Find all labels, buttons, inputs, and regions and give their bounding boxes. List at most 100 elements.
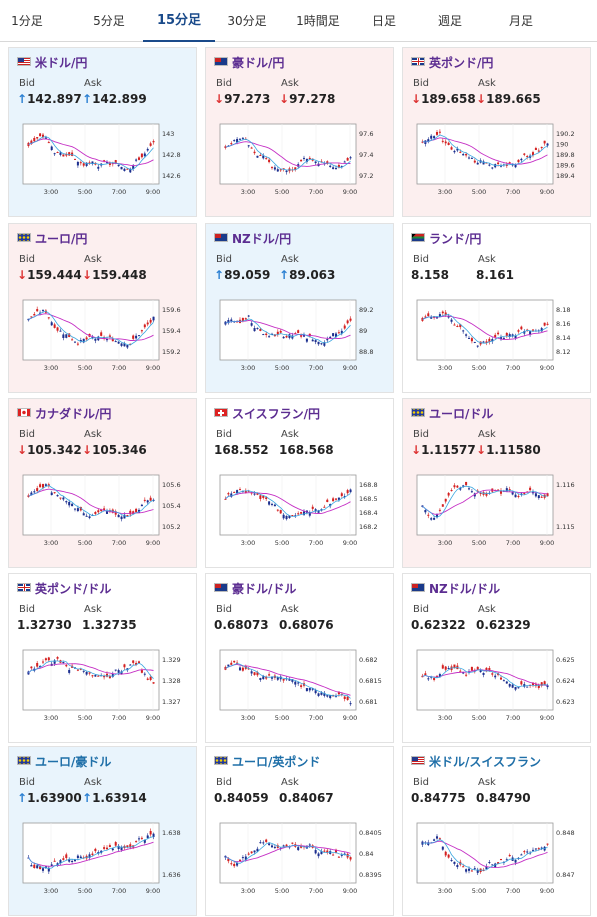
candle-body [120,343,123,346]
tab-timeframe[interactable]: 5分足 [93,14,125,28]
currency-card[interactable]: ランド/円 Bid Ask 8.158 8.161 3:00 5:00 7:00 9:00 8.1… [402,223,591,393]
tab-timeframe[interactable]: 1分足 [11,14,43,28]
candle-body [50,146,53,151]
candle-body [129,168,132,173]
currency-card[interactable]: ユーロ/円 Bid Ask ↓159.444 ↓159.448 3:00 5:00 7:00 9… [8,223,197,393]
currency-card[interactable]: ユーロ/英ポンド Bid Ask 0.84059 0.84067 3:00 5:00 7:00… [205,746,394,916]
candle-body [485,866,488,870]
pair-name[interactable]: 米ドル/スイスフラン [429,755,542,769]
candle-body [250,851,253,854]
candle-body [137,157,141,160]
currency-card[interactable]: 米ドル/スイスフラン Bid Ask 0.84775 0.84790 3:00 5:00 7:… [402,746,591,916]
moving-average-long [28,841,154,867]
x-tick-label: 9:00 [540,539,555,547]
y-tick-label: 8.18 [556,306,570,314]
ask-value: 168.568 [279,443,334,457]
candle-body [526,156,529,158]
bid-value: 0.62322 [411,618,466,632]
currency-card[interactable]: 豪ドル/ドル Bid Ask 0.68073 0.68076 3:00 5:00 7:00 9:… [205,573,394,743]
price-chart[interactable]: 3:00 5:00 7:00 9:00 159.6 159.4 159.2 [9,290,198,394]
candle-body [276,677,279,680]
candle-body [50,864,53,866]
bid-price: 0.68073 [214,618,269,632]
candle-body [68,152,71,156]
tab-timeframe[interactable]: 30分足 [227,14,267,28]
candle-body [514,335,517,339]
candle-body [300,512,303,514]
currency-card[interactable]: 英ポンド/ドル Bid Ask 1.32730 1.32735 3:00 5:00 7:00 9… [8,573,197,743]
currency-card[interactable]: 英ポンド/円 Bid Ask ↓189.658 ↓189.665 3:00 5:00 7:00… [402,47,591,217]
currency-card[interactable]: NZドル/円 Bid Ask ↑89.059 ↑89.063 3:00 5:00 7:00 9:… [205,223,394,393]
pair-name[interactable]: カナダドル/円 [35,407,112,421]
bid-label: Bid [216,254,232,265]
candle-body [36,662,39,667]
pair-name[interactable]: ランド/円 [429,232,482,246]
pair-name[interactable]: NZドル/円 [232,232,292,246]
pair-name[interactable]: 豪ドル/ドル [232,582,297,596]
moving-average-long [225,663,351,696]
price-chart[interactable]: 3:00 5:00 7:00 9:00 0.625 0.624 0.623 [403,640,592,744]
candle-body [85,672,88,675]
pair-name[interactable]: NZドル/ドル [429,582,501,596]
pair-name[interactable]: ユーロ/英ポンド [232,755,321,769]
tab-timeframe[interactable]: 15分足 [143,0,215,42]
candle-body [465,674,468,676]
candle-body [279,330,282,333]
tab-timeframe[interactable]: 1時間足 [296,14,340,28]
currency-card[interactable]: カナダドル/円 Bid Ask ↓105.342 ↓105.346 3:00 5:00 7:0… [8,398,197,568]
currency-card[interactable]: ユーロ/ドル Bid Ask ↓1.11577 ↓1.11580 3:00 5:00 7:00… [402,398,591,568]
pair-name[interactable]: ユーロ/ドル [429,407,494,421]
currency-card[interactable]: スイスフラン/円 Bid Ask 168.552 168.568 3:00 5:00 7:00… [205,398,394,568]
candle-body [340,854,343,856]
candle-body [39,666,42,668]
currency-card[interactable]: ユーロ/豪ドル Bid Ask ↑1.63900 ↑1.63914 3:00 5:00 7:0… [8,746,197,916]
flag-au-icon [214,57,228,66]
bid-label: Bid [19,429,35,440]
pair-name[interactable]: ユーロ/豪ドル [35,755,112,769]
candle-body [534,148,537,150]
flag-gb-icon [17,583,31,592]
candle-body [276,509,279,511]
price-chart[interactable]: 3:00 5:00 7:00 9:00 8.18 8.16 8.14 8.12 [403,290,592,394]
price-chart[interactable]: 3:00 5:00 7:00 9:00 0.8405 0.84 0.8395 [206,813,395,917]
candle-body [111,339,114,342]
candle-body [236,138,239,143]
pair-name[interactable]: 豪ドル/円 [232,56,285,70]
pair-name[interactable]: ユーロ/円 [35,232,88,246]
currency-card[interactable]: NZドル/ドル Bid Ask 0.62322 0.62329 3:00 5:00 7:00 9… [402,573,591,743]
price-chart[interactable]: 3:00 5:00 7:00 9:00 1.116 1.115 [403,465,592,569]
pair-name[interactable]: 英ポンド/ドル [35,582,112,596]
price-chart[interactable]: 3:00 5:00 7:00 9:00 143 142.8 142.6 [9,114,198,218]
candle-body [523,153,526,155]
candle-body [505,859,508,861]
chart-frame [219,123,357,185]
price-chart[interactable]: 3:00 5:00 7:00 9:00 1.329 1.328 1.327 [9,640,198,744]
candle-body [473,160,476,163]
candle-body [39,484,42,488]
candle-body [497,332,500,335]
ask-price: ↓159.448 [82,268,147,282]
pair-name[interactable]: 米ドル/円 [35,56,88,70]
price-chart[interactable]: 3:00 5:00 7:00 9:00 168.8 168.5 168.4 168.2 [206,465,395,569]
pair-name[interactable]: 英ポンド/円 [429,56,494,70]
currency-card[interactable]: 豪ドル/円 Bid Ask ↓97.273 ↓97.278 3:00 5:00 7:00 9:0… [205,47,394,217]
candle-body [543,322,546,326]
candle-body [233,660,236,663]
price-chart[interactable]: 3:00 5:00 7:00 9:00 1.638 1.636 [9,813,198,917]
candle-body [514,494,517,498]
currency-card[interactable]: 米ドル/円 Bid Ask ↑142.897 ↑142.899 3:00 5:00 7:00 9… [8,47,197,217]
candle-body [137,509,141,513]
price-chart[interactable]: 3:00 5:00 7:00 9:00 105.6 105.4 105.2 [9,465,198,569]
price-chart[interactable]: 3:00 5:00 7:00 9:00 0.682 0.6815 0.681 [206,640,395,744]
tab-timeframe[interactable]: 月足 [508,14,533,28]
candle-body [334,167,338,169]
tab-timeframe[interactable]: 日足 [371,14,396,28]
price-chart[interactable]: 3:00 5:00 7:00 9:00 190.2 190 189.8 189.6 189.4 [403,114,592,218]
pair-name[interactable]: スイスフラン/円 [232,407,321,421]
price-chart[interactable]: 3:00 5:00 7:00 9:00 89.2 89 88.8 [206,290,395,394]
candle-body [30,140,33,144]
price-chart[interactable]: 3:00 5:00 7:00 9:00 0.848 0.847 [403,813,592,917]
tab-timeframe[interactable]: 週足 [437,14,462,28]
price-chart[interactable]: 3:00 5:00 7:00 9:00 97.6 97.4 97.2 [206,114,395,218]
candle-body [41,868,45,871]
